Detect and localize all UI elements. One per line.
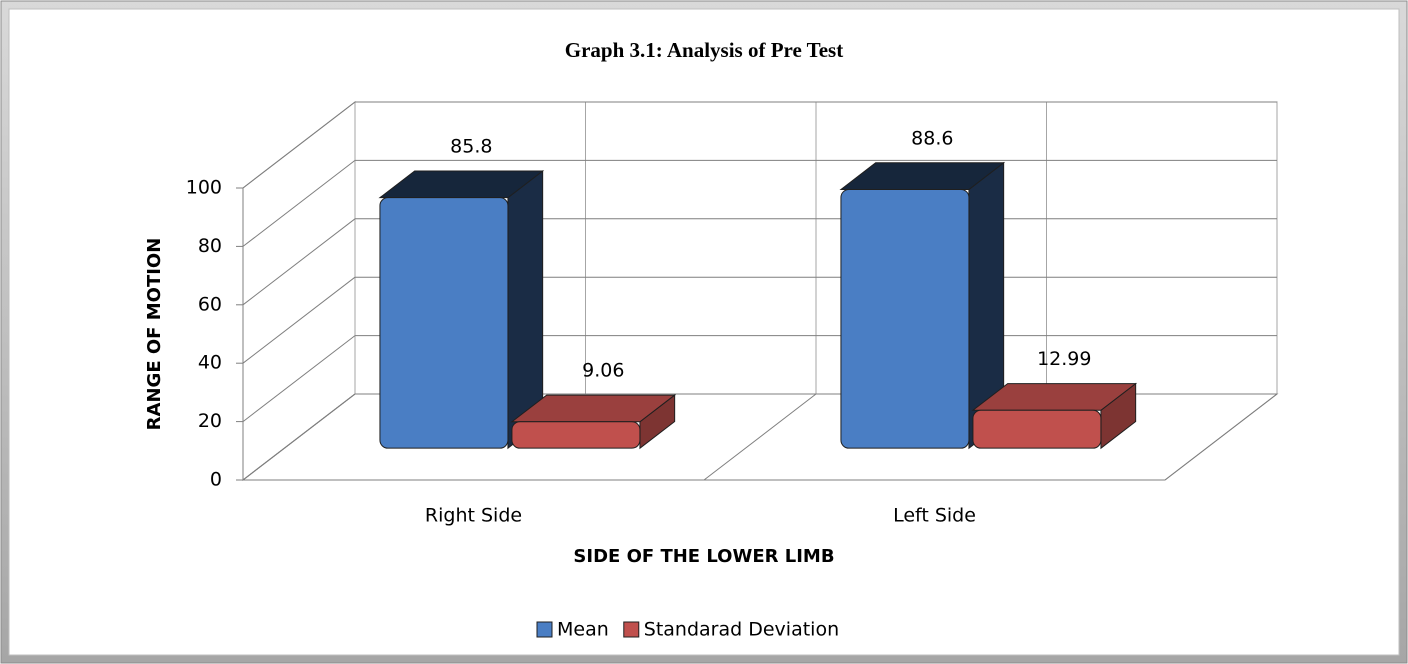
y-tick-label: 60 [198, 293, 222, 315]
grid-line [242, 101, 356, 189]
x-tick-label: Right Side [425, 505, 522, 527]
plot-background [8, 8, 1400, 656]
grid-line [242, 335, 356, 422]
chart-title: Graph 3.1: Analysis of Pre Test [565, 38, 843, 62]
x-axis-title: SIDE OF THE LOWER LIMB [573, 546, 834, 567]
y-axis-title: RANGE OF MOTION [144, 238, 165, 431]
grid-line [242, 276, 356, 364]
value-label: 9.06 [582, 360, 624, 382]
legend-label: Mean [557, 619, 609, 641]
legend-swatch [623, 621, 640, 638]
legend-label: Standarad Deviation [644, 619, 839, 641]
y-tick-label: 100 [186, 177, 222, 199]
legend-swatch [536, 621, 553, 638]
y-tick-label: 20 [198, 410, 222, 432]
bar-front [840, 188, 970, 449]
bar [971, 382, 1138, 450]
bar [839, 161, 1006, 450]
y-tick-label: 80 [198, 235, 222, 257]
y-tick-label: 40 [198, 352, 222, 374]
grid-line [242, 160, 356, 247]
bar-front [379, 197, 509, 449]
floor-line [1164, 393, 1278, 481]
x-tick-label: Left Side [893, 505, 976, 527]
bar-front [972, 409, 1102, 449]
value-label: 12.99 [1037, 348, 1091, 370]
grid-line [242, 218, 356, 306]
grid-line [242, 393, 356, 481]
bar [510, 394, 677, 450]
floor-line [703, 393, 817, 481]
y-tick-label: 0 [210, 469, 222, 491]
value-label: 85.8 [450, 135, 492, 157]
bar-front [511, 421, 641, 449]
bar [378, 169, 545, 450]
value-label: 88.6 [911, 127, 953, 149]
